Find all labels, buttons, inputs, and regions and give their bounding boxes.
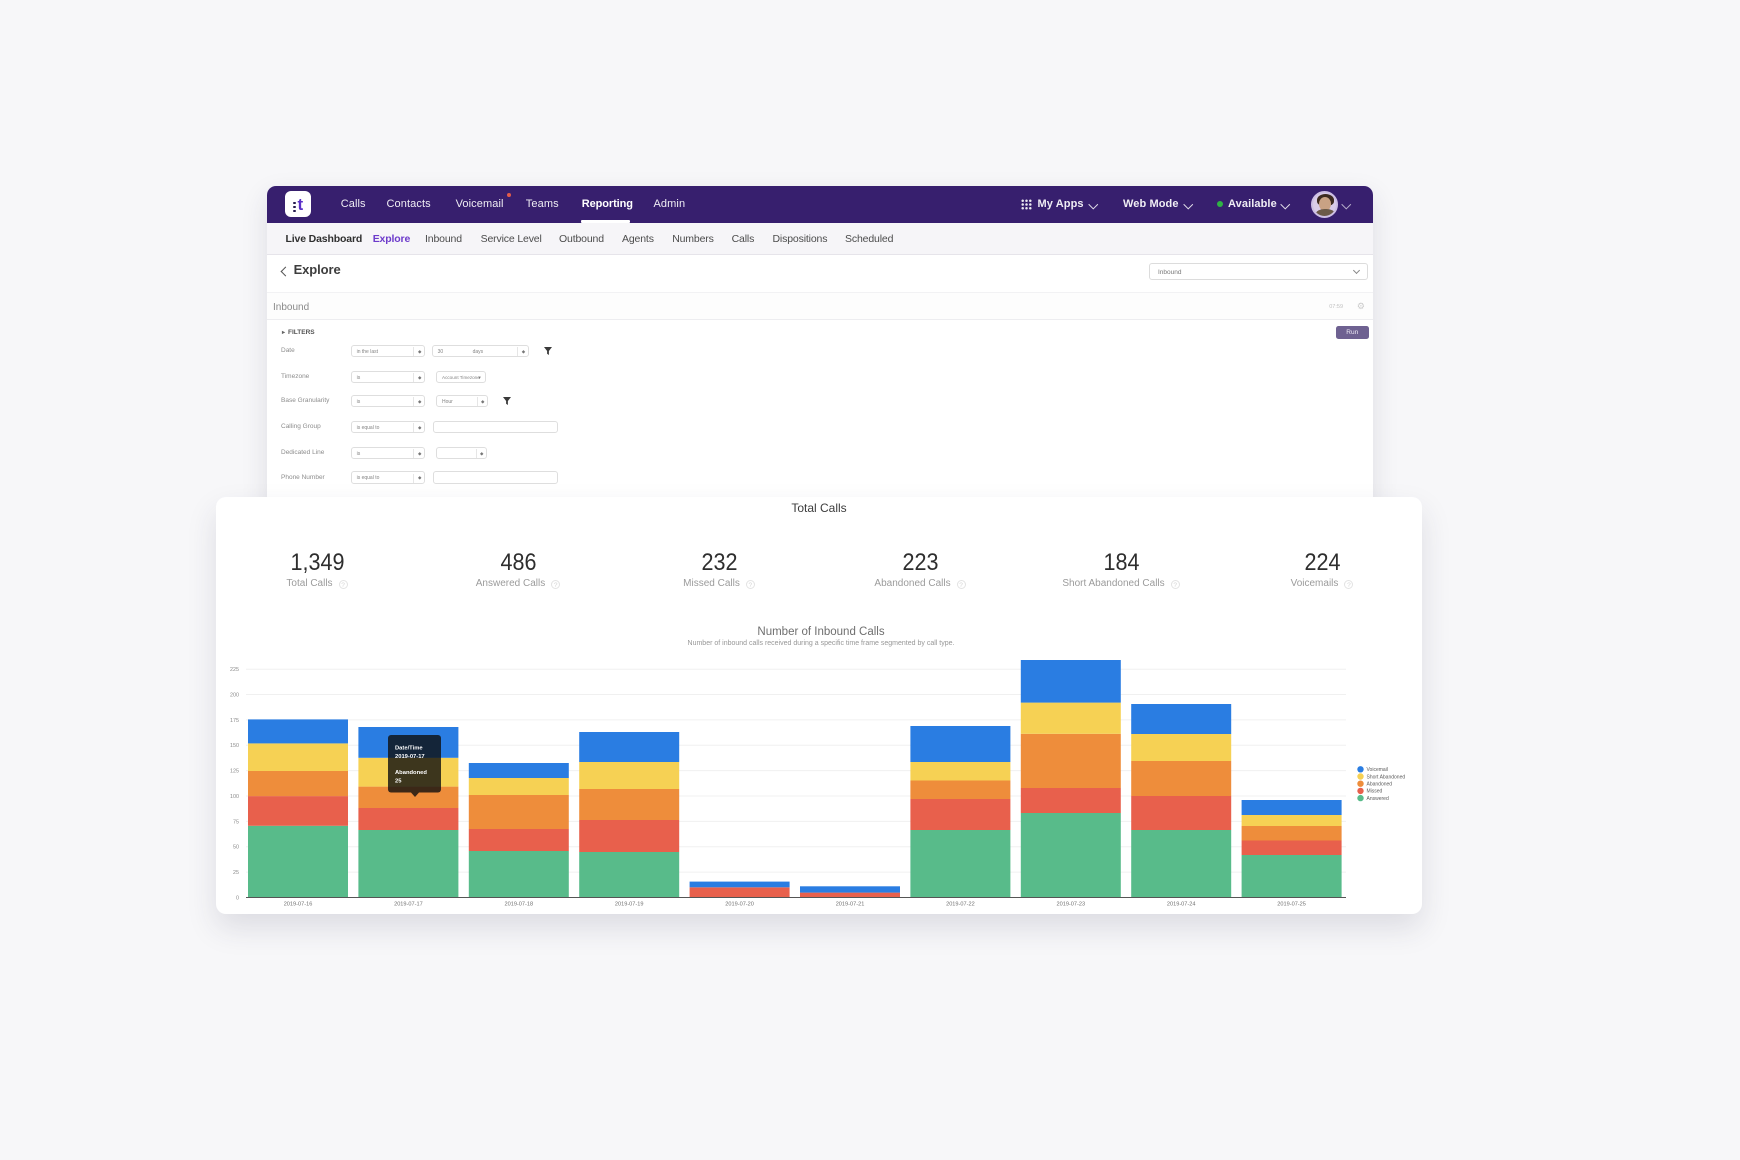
- svg-text:2019-07-23: 2019-07-23: [1056, 902, 1085, 908]
- svg-text:Abandoned: Abandoned: [395, 770, 427, 776]
- svg-text:Short Abandoned: Short Abandoned: [1367, 774, 1406, 780]
- svg-text:175: 175: [230, 718, 239, 724]
- svg-text:2019-07-17: 2019-07-17: [394, 902, 423, 908]
- svg-text:Missed: Missed: [1367, 789, 1383, 795]
- svg-text:2019-07-24: 2019-07-24: [1167, 902, 1196, 908]
- svg-text:Voicemail: Voicemail: [1367, 767, 1388, 773]
- svg-text:25: 25: [233, 870, 239, 876]
- svg-text:225: 225: [230, 667, 239, 673]
- svg-text:150: 150: [230, 743, 239, 749]
- svg-text:Abandoned: Abandoned: [1367, 782, 1393, 788]
- svg-text:0: 0: [236, 895, 239, 901]
- svg-text:Date/Time: Date/Time: [395, 746, 423, 752]
- svg-text:200: 200: [230, 692, 239, 698]
- svg-text:2019-07-16: 2019-07-16: [284, 902, 313, 908]
- svg-text:2019-07-20: 2019-07-20: [725, 902, 754, 908]
- svg-text:25: 25: [395, 779, 402, 785]
- svg-text:2019-07-17: 2019-07-17: [395, 754, 425, 760]
- svg-text:2019-07-21: 2019-07-21: [836, 902, 865, 908]
- svg-text:2019-07-18: 2019-07-18: [504, 902, 533, 908]
- svg-text:50: 50: [233, 845, 239, 851]
- svg-text:Answered: Answered: [1367, 796, 1389, 802]
- svg-text:2019-07-22: 2019-07-22: [946, 902, 975, 908]
- svg-text:100: 100: [230, 794, 239, 800]
- svg-text:75: 75: [233, 819, 239, 825]
- svg-text:2019-07-19: 2019-07-19: [615, 902, 644, 908]
- svg-text:125: 125: [230, 769, 239, 775]
- svg-text:2019-07-25: 2019-07-25: [1277, 902, 1306, 908]
